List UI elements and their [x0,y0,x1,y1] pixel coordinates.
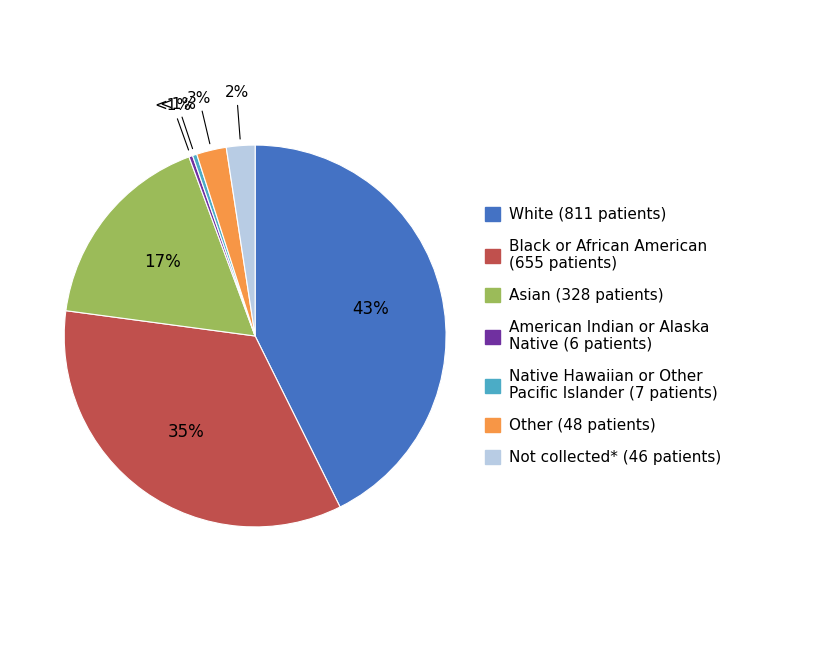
Wedge shape [66,157,255,336]
Text: 43%: 43% [352,300,388,318]
Wedge shape [64,310,340,527]
Text: 2%: 2% [225,85,249,139]
Text: <1%: <1% [154,98,191,150]
Wedge shape [255,145,446,507]
Wedge shape [197,147,255,336]
Text: <1%: <1% [159,97,196,149]
Text: 17%: 17% [144,253,181,271]
Text: 3%: 3% [187,91,212,144]
Legend: White (811 patients), Black or African American
(655 patients), Asian (328 patie: White (811 patients), Black or African A… [485,207,722,465]
Wedge shape [189,156,255,336]
Text: 35%: 35% [168,423,205,442]
Wedge shape [226,145,255,336]
Wedge shape [193,154,255,336]
